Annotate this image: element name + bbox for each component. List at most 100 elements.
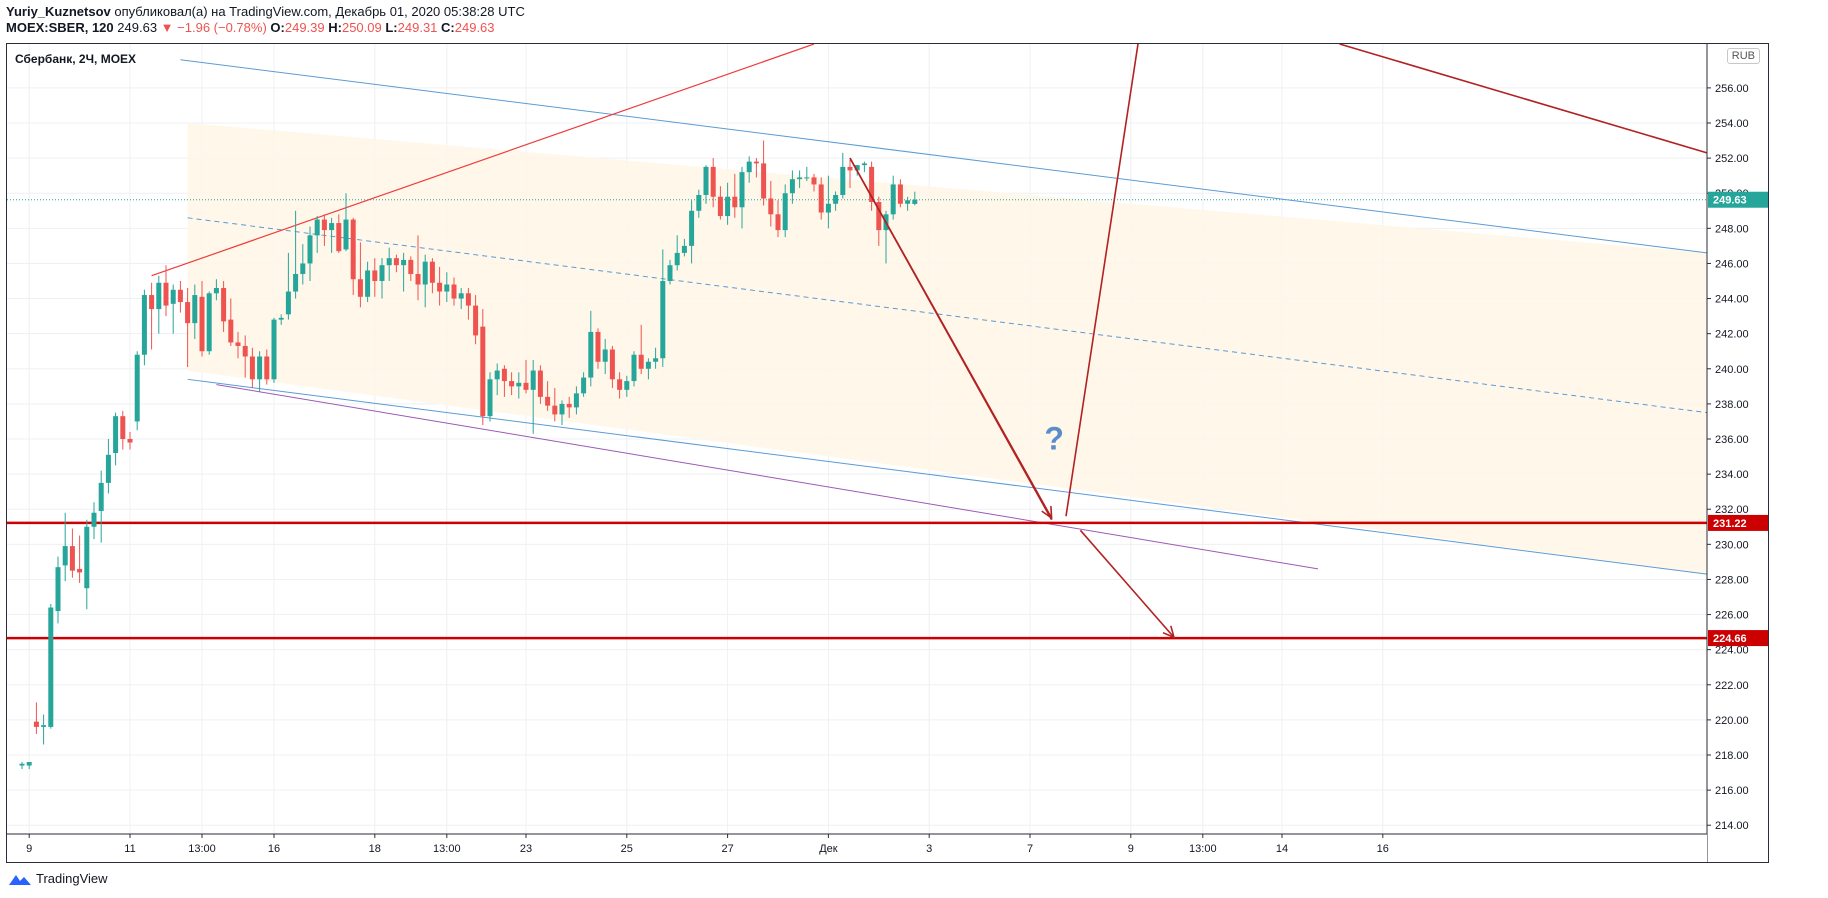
candle-body (84, 526, 90, 589)
candle-body (674, 252, 680, 266)
time-tick-label: 13:00 (188, 843, 216, 855)
candle-body (797, 177, 803, 180)
candle-body (393, 258, 399, 266)
time-tick-label: 7 (1027, 843, 1033, 855)
candle-body (451, 284, 457, 299)
candle-body (667, 265, 673, 281)
candle-body (221, 288, 227, 322)
candle-body (321, 219, 327, 231)
candle-body (530, 370, 536, 390)
price-tick-label: 240.00 (1715, 364, 1749, 376)
candle-body (681, 245, 687, 253)
price-tick-label: 238.00 (1715, 399, 1749, 411)
candle-body (897, 184, 903, 204)
candle-body (69, 546, 75, 571)
candle-body (33, 721, 39, 727)
tradingview-logo-icon[interactable] (8, 872, 32, 886)
candle-body (689, 210, 695, 246)
candle-body (653, 358, 659, 362)
candle-body (120, 416, 126, 439)
price-chart[interactable]: ? 214.00 216.00 218.00 220.00 222.00 224.00 226… (7, 44, 1769, 863)
candle-body (775, 214, 781, 231)
candle-body (408, 259, 414, 274)
chart-frame[interactable]: ? 214.00 216.00 218.00 220.00 222.00 224.00 226… (6, 43, 1769, 863)
publish-info: Yuriy_Kuznetsov опубликовал(а) на Tradin… (6, 4, 525, 20)
candle-body (113, 416, 119, 454)
candle-body (869, 166, 875, 202)
forecast-right-line (1339, 44, 1708, 154)
price-tick-label: 216.00 (1715, 785, 1749, 797)
candle-body (804, 177, 810, 179)
candle-body (156, 282, 162, 310)
candle-body (141, 295, 147, 355)
candle-body (717, 196, 723, 217)
low-label: L: (385, 20, 398, 35)
price-label-tag (1708, 514, 1768, 531)
currency-button[interactable]: RUB (1726, 48, 1760, 64)
candle-body (206, 293, 212, 352)
candle-body (134, 354, 140, 422)
candle-body (192, 295, 198, 324)
price-axis-bg (1707, 44, 1768, 862)
candle-body (602, 349, 608, 362)
price-tick-label: 224.00 (1715, 645, 1749, 657)
price-tick-label: 256.00 (1715, 83, 1749, 95)
forecast-break-arrow (1079, 529, 1175, 638)
candle-body (228, 319, 234, 343)
candle-body (703, 166, 709, 195)
candle-body (458, 293, 464, 299)
footer-brand[interactable]: TradingView (36, 871, 108, 886)
price-tick-label: 226.00 (1715, 610, 1749, 622)
publish-text: опубликовал(а) на TradingView.com, Декаб… (114, 4, 525, 19)
price-label-text: 231.22 (1713, 518, 1747, 530)
candle-body (660, 281, 666, 359)
candle-body (264, 356, 270, 380)
candle-body (105, 454, 111, 483)
price-tick-label: 248.00 (1715, 223, 1749, 235)
resistance-trend-line (151, 44, 815, 277)
candle-body (624, 381, 630, 390)
candle-body (444, 284, 450, 292)
candle-body (62, 546, 68, 566)
time-axis-bg (7, 834, 1707, 862)
candle-body (235, 342, 241, 346)
candle-body (336, 223, 342, 252)
candle-body (372, 270, 378, 281)
candle-body (876, 202, 882, 231)
candle-body (588, 331, 594, 378)
candle-body (609, 349, 615, 380)
candle-body (696, 194, 702, 211)
time-tick-label: 9 (1128, 843, 1134, 855)
ohlc-line: MOEX:SBER, 120 249.63 ▼ −1.96 (−0.78%) O… (6, 20, 525, 36)
high-value: 250.09 (341, 20, 382, 35)
price-tick-label: 230.00 (1715, 539, 1749, 551)
candle-body (437, 282, 443, 292)
candle-body (465, 293, 471, 306)
author-name[interactable]: Yuriy_Kuznetsov (6, 4, 111, 19)
price-tick-label: 220.00 (1715, 715, 1749, 727)
candle-body (271, 319, 277, 380)
forecast-down-arrow (849, 157, 1053, 519)
footer: TradingView (8, 871, 108, 886)
candle-body (746, 161, 752, 173)
candle-body (415, 273, 421, 285)
price-tick-label: 232.00 (1715, 504, 1749, 516)
candle-body (501, 368, 507, 382)
candle-body (566, 403, 572, 408)
channel-upper-line (180, 59, 1708, 254)
time-tick-label: 13:00 (1189, 843, 1217, 855)
price-tick-label: 236.00 (1715, 434, 1749, 446)
price-tick-label: 214.00 (1715, 820, 1749, 832)
candle-body (545, 396, 551, 406)
high-label: H: (328, 20, 342, 35)
candle-body (149, 295, 155, 310)
candle-body (357, 279, 363, 297)
candle-body (581, 377, 587, 394)
candle-body (833, 194, 839, 204)
candle-body (905, 200, 911, 204)
candle-body (257, 356, 263, 380)
candle-body (631, 354, 637, 382)
candle-body (307, 235, 313, 264)
last-price: 249.63 (117, 20, 158, 35)
close-label: C: (441, 20, 455, 35)
